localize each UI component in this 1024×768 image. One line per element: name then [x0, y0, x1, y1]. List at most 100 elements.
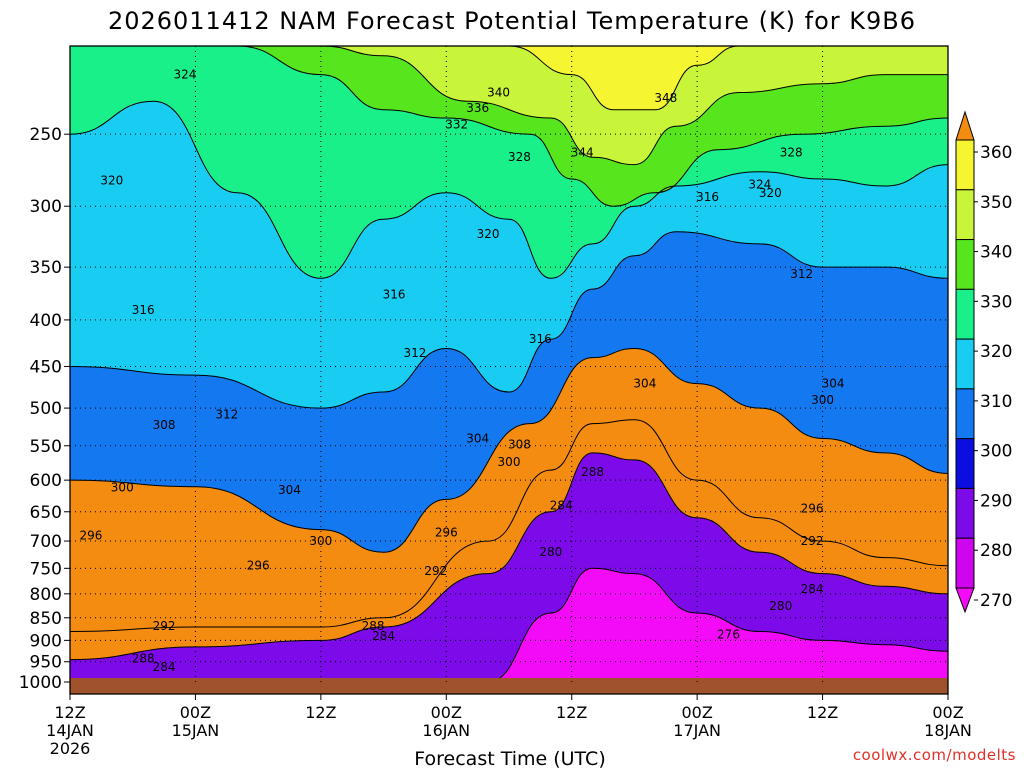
colorbar-label: 290 [980, 491, 1012, 511]
contour-label: 308 [153, 418, 176, 432]
y-axis: 2503003504004505005506006507007508008509… [19, 125, 70, 693]
isotherm-line-310 [70, 231, 948, 409]
y-tick-label: 950 [30, 653, 62, 673]
contour-label: 296 [801, 502, 824, 516]
contour-label: 284 [550, 499, 573, 513]
isotherm-line-300 [70, 347, 948, 553]
contour-label: 300 [309, 534, 332, 548]
contour-label: 304 [466, 432, 489, 446]
contour-label: 328 [508, 150, 531, 164]
contour-label: 344 [571, 146, 594, 160]
contour-label: 304 [278, 483, 301, 497]
contour-label: 292 [801, 534, 824, 548]
contour-label: 284 [372, 629, 395, 643]
colorbar-label: 340 [980, 243, 1012, 263]
y-tick-label: 900 [30, 631, 62, 651]
x-tick-date: 14JAN [46, 721, 94, 740]
contour-label: 320 [477, 227, 500, 241]
y-tick-label: 750 [30, 559, 62, 579]
contour-label: 328 [780, 146, 803, 160]
contour-label: 312 [403, 346, 426, 360]
contour-label: 276 [717, 628, 740, 642]
contour-label: 308 [508, 437, 531, 451]
contour-label: 296 [247, 559, 270, 573]
contour-label: 300 [811, 393, 834, 407]
contour-label: 288 [362, 619, 385, 633]
x-tick-date: 16JAN [422, 721, 470, 740]
theta-fills [70, 46, 948, 682]
contour-label: 284 [801, 582, 824, 596]
colorbar: 360 350 340 330 320 310 300 290 280 270 [955, 110, 1012, 614]
y-tick-label: 650 [30, 503, 62, 523]
x-tick-time: 00Z [431, 703, 462, 722]
contour-label: 284 [153, 660, 176, 674]
colorbar-label: 350 [980, 193, 1012, 213]
credit-text[interactable]: coolwx.com/modelts [853, 746, 1016, 764]
x-tick-date: 18JAN [924, 721, 972, 740]
y-tick-label: 500 [30, 399, 62, 419]
contour-label: 292 [424, 564, 447, 578]
x-tick-time: 12Z [807, 703, 838, 722]
x-tick-date: 15JAN [172, 721, 220, 740]
y-tick-label: 450 [30, 357, 62, 377]
colorbar-segment [955, 288, 975, 340]
contour-label: 332 [445, 118, 468, 132]
y-tick-label: 850 [30, 609, 62, 629]
contour-label: 304 [822, 377, 845, 391]
x-tick-time: 00Z [932, 703, 963, 722]
contour-label: 280 [769, 599, 792, 613]
contour-label: 312 [215, 407, 238, 421]
x-tick-year: 2026 [50, 739, 91, 758]
isotherm-line-292 [70, 419, 948, 632]
colorbar-segment [955, 388, 975, 440]
contour-label: 316 [696, 190, 719, 204]
isotherm-line-320 [70, 100, 948, 279]
contour-label: 300 [498, 455, 521, 469]
contour-label: 320 [759, 186, 782, 200]
x-tick-time: 00Z [681, 703, 712, 722]
colorbar-top-arrow [955, 110, 975, 141]
colorbar-label: 330 [980, 292, 1012, 312]
colorbar-segment [955, 438, 975, 489]
colorbar-segment [955, 338, 975, 390]
y-tick-label: 700 [30, 532, 62, 552]
contour-label: 312 [790, 267, 813, 281]
colorbar-segment [955, 537, 975, 589]
colorbar-label: 280 [980, 541, 1012, 561]
y-tick-label: 350 [30, 258, 62, 278]
x-tick-time: 12Z [54, 703, 85, 722]
contour-label: 316 [529, 332, 552, 346]
contour-label: 336 [466, 101, 489, 115]
chart-title: 2026011412 NAM Forecast Potential Temper… [108, 7, 916, 35]
contour-label: 296 [435, 525, 458, 539]
x-axis-label: Forecast Time (UTC) [414, 748, 605, 768]
colorbar-segment [955, 239, 975, 290]
contour-label: 300 [111, 480, 134, 494]
contour-label: 320 [100, 173, 123, 187]
x-tick-date: 17JAN [673, 721, 721, 740]
contour-label: 324 [748, 178, 771, 192]
contour-label: 280 [539, 545, 562, 559]
contour-label: 316 [383, 287, 406, 301]
x-tick-time: 12Z [556, 703, 587, 722]
colorbar-segment [955, 189, 975, 241]
isotherm-line-340 [320, 46, 948, 166]
colorbar-label: 320 [980, 342, 1012, 362]
contour-label: 288 [581, 465, 604, 479]
y-tick-label: 1000 [19, 673, 62, 693]
ground-surface [70, 678, 948, 694]
y-tick-label: 800 [30, 585, 62, 605]
colorbar-segment [955, 487, 975, 539]
isotherm-line-350 [508, 46, 740, 111]
colorbar-segment [955, 139, 975, 191]
y-tick-label: 250 [30, 125, 62, 145]
contour-label: 348 [654, 91, 677, 105]
contour-label: 316 [132, 303, 155, 317]
x-tick-time: 00Z [180, 703, 211, 722]
colorbar-label: 360 [980, 143, 1012, 163]
y-tick-label: 400 [30, 311, 62, 331]
colorbar-label: 270 [980, 591, 1012, 611]
